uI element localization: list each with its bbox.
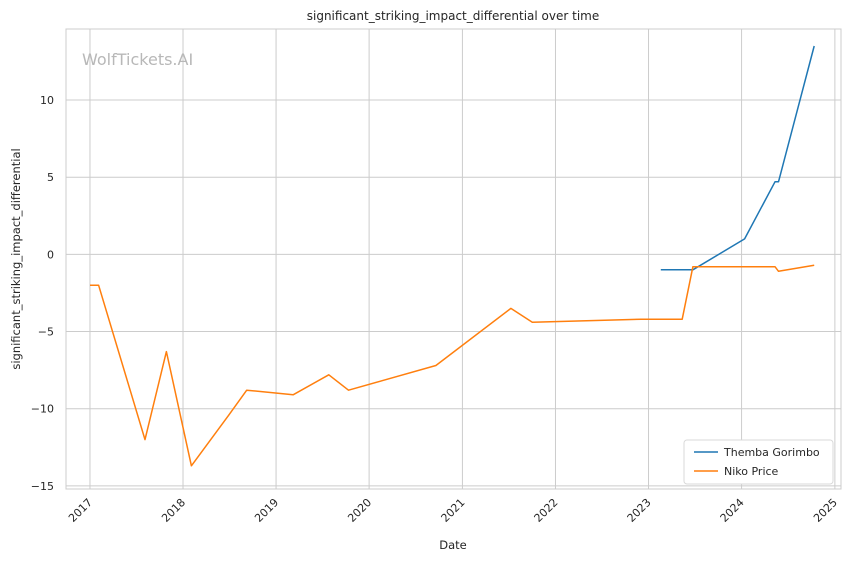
x-tick-label: 2020 [345, 496, 374, 525]
y-axis-label: significant_striking_impact_differential [9, 148, 23, 369]
series-lines [90, 45, 815, 467]
x-tick-label: 2024 [718, 496, 747, 525]
y-tick-label: 5 [47, 171, 54, 184]
x-tick-label: 2018 [159, 496, 188, 525]
x-tick-label: 2025 [811, 496, 840, 525]
legend-label-themba-gorimbo: Themba Gorimbo [723, 446, 820, 459]
plot-area [65, 28, 842, 490]
y-tick-label: 0 [47, 248, 54, 261]
series-line-themba-gorimbo [660, 45, 815, 271]
y-axis-ticks: 10 5 0 −5 −10 −15 [31, 94, 54, 493]
plot-background [65, 28, 842, 490]
x-tick-label: 2017 [66, 496, 95, 525]
legend-box [683, 439, 834, 485]
watermark: WolfTickets.AI [82, 50, 193, 69]
series-line-niko-price [90, 264, 815, 467]
x-tick-label: 2022 [532, 496, 561, 525]
chart-title: significant_striking_impact_differential… [307, 9, 599, 23]
grid [66, 29, 841, 489]
x-tick-label: 2023 [625, 496, 654, 525]
x-tick-label: 2019 [252, 496, 281, 525]
x-tick-label: 2021 [439, 496, 468, 525]
y-tick-label: −5 [38, 326, 54, 339]
x-axis-ticks: 2017 2018 2019 2020 2021 2022 2023 2024 2025 [66, 496, 840, 525]
y-tick-label: 10 [40, 94, 54, 107]
x-axis-label: Date [439, 538, 467, 552]
legend-label-niko-price: Niko Price [724, 465, 779, 478]
y-tick-label: −15 [31, 480, 54, 493]
legend: Themba Gorimbo Niko Price [683, 439, 834, 485]
y-tick-label: −10 [31, 403, 54, 416]
